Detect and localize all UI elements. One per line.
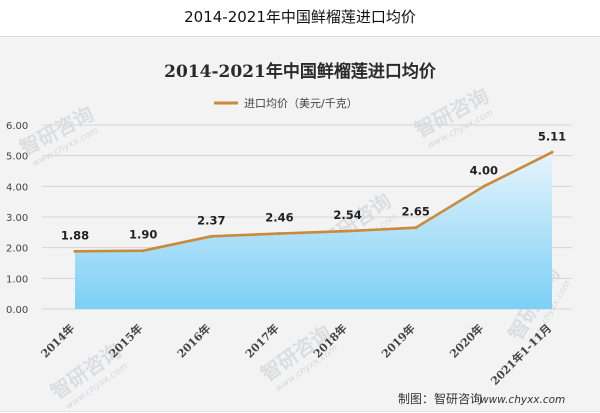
data-point-6 (482, 184, 486, 188)
chart-title: 2014-2021年中国鲜榴莲进口均价 (164, 61, 437, 82)
x-tick-label-6: 2020年 (447, 321, 486, 360)
legend-label: 进口均价（美元/千克） (244, 97, 358, 110)
data-label-7: 5.11 (538, 129, 566, 143)
y-tick-label-3: 3.00 (6, 213, 28, 224)
data-label-6: 4.00 (470, 163, 498, 177)
data-point-7 (550, 150, 554, 154)
data-point-5 (414, 226, 418, 230)
y-tick-label-1: 1.00 (6, 274, 28, 285)
y-tick-label-2: 2.00 (6, 244, 28, 255)
data-label-2: 2.37 (197, 213, 225, 227)
x-tick-label-5: 2019年 (379, 321, 418, 360)
data-point-3 (277, 232, 281, 236)
data-point-4 (346, 229, 350, 233)
data-label-3: 2.46 (265, 211, 293, 225)
y-tick-label-4: 4.00 (6, 182, 28, 193)
credit-url: www.chyxx.com (480, 394, 565, 406)
x-tick-label-0: 2014年 (38, 321, 77, 360)
chart-area: 智研咨询www.chyxx.com智研咨询www.chyxx.com智研咨询ww… (0, 36, 600, 412)
page-title: 2014-2021年中国鲜榴莲进口均价 (184, 8, 416, 26)
y-tick-label-0: 0.00 (6, 305, 28, 316)
data-labels: 1.88 1.90 2.37 2.46 2.54 2.65 4.00 5.11 (61, 129, 566, 253)
data-label-4: 2.54 (333, 208, 361, 222)
data-label-1: 1.90 (129, 228, 157, 242)
y-axis-ticks: 0.00 1.00 2.00 3.00 4.00 5.00 6.00 (6, 121, 28, 316)
area-chart: 智研咨询www.chyxx.com智研咨询www.chyxx.com智研咨询ww… (6, 61, 573, 412)
y-tick-label-6: 6.00 (6, 121, 28, 132)
data-point-0 (73, 249, 77, 253)
data-point-2 (209, 234, 213, 238)
legend: 进口均价（美元/千克） (214, 97, 358, 110)
data-point-1 (141, 249, 145, 253)
x-tick-label-2: 2016年 (174, 321, 213, 360)
data-label-0: 1.88 (61, 228, 89, 242)
series-area-fill (75, 152, 552, 309)
data-label-5: 2.65 (402, 205, 430, 219)
y-tick-label-5: 5.00 (6, 152, 28, 163)
credit-text: 制图：智研咨询 (398, 391, 482, 406)
series-line (74, 151, 553, 253)
